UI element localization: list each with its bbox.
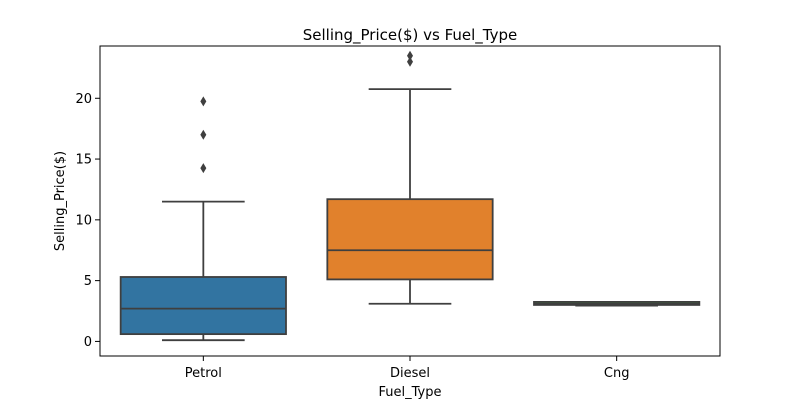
x-tick-label: Petrol [185, 366, 222, 381]
outlier-point [200, 96, 207, 107]
x-tick-label: Diesel [390, 366, 430, 381]
box-group-cng [533, 301, 701, 307]
x-axis-label: Fuel_Type [379, 385, 442, 400]
y-tick-label: 10 [75, 213, 92, 228]
y-tick-label: 20 [75, 92, 92, 107]
box-group-diesel [326, 50, 494, 305]
box-group-petrol [119, 96, 287, 342]
chart-title: Selling_Price($) vs Fuel_Type [303, 26, 518, 45]
box-iqr [326, 198, 494, 281]
y-tick-label: 0 [84, 335, 92, 350]
box-iqr [119, 276, 287, 336]
x-axis: Petrol Diesel Cng [185, 356, 630, 381]
y-axis-label: Selling_Price($) [53, 151, 68, 251]
y-tick-label: 5 [84, 274, 92, 289]
outlier-point [200, 163, 207, 174]
y-axis: 0 5 10 15 20 [75, 92, 100, 350]
outlier-point [407, 50, 413, 61]
plot-area [119, 50, 701, 342]
outlier-point [407, 56, 413, 67]
y-tick-label: 15 [75, 153, 92, 168]
outlier-point [200, 129, 207, 140]
x-tick-label: Cng [604, 366, 630, 381]
